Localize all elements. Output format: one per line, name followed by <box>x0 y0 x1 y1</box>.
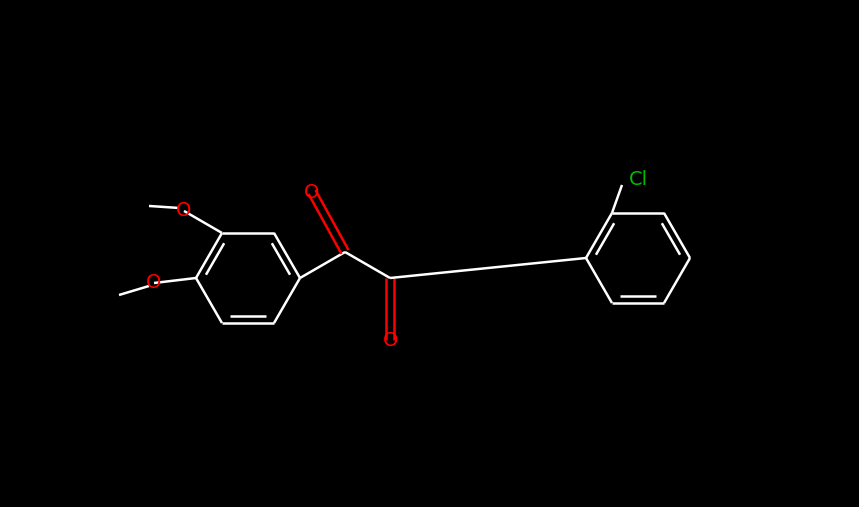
Text: O: O <box>304 183 320 201</box>
Text: Cl: Cl <box>629 170 648 190</box>
Text: O: O <box>382 331 398 349</box>
Text: O: O <box>176 201 192 221</box>
Text: O: O <box>146 273 161 293</box>
